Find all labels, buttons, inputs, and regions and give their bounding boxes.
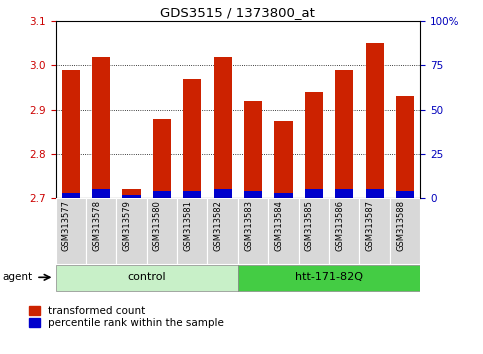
Text: GSM313582: GSM313582 [213,200,223,251]
Text: GSM313584: GSM313584 [274,200,284,251]
Bar [208,198,238,264]
Bar [86,198,116,264]
Bar [56,265,238,291]
Bar [213,57,232,189]
Text: GSM313585: GSM313585 [305,200,314,251]
Text: GSM313581: GSM313581 [183,200,192,251]
Bar [396,97,414,191]
Bar [183,191,201,198]
Text: agent: agent [3,272,33,282]
Bar [244,101,262,191]
Text: control: control [128,272,166,282]
Text: GSM313588: GSM313588 [396,200,405,251]
Text: htt-171-82Q: htt-171-82Q [295,272,363,282]
Bar [366,44,384,189]
Bar [244,191,262,198]
Bar [177,198,208,264]
Text: GSM313586: GSM313586 [335,200,344,251]
Text: GSM313583: GSM313583 [244,200,253,251]
Text: GSM313577: GSM313577 [62,200,71,251]
Bar [122,189,141,195]
Bar [298,198,329,264]
Title: GDS3515 / 1373800_at: GDS3515 / 1373800_at [160,6,315,19]
Text: GSM313578: GSM313578 [92,200,101,251]
Text: GSM313580: GSM313580 [153,200,162,251]
Bar [396,191,414,198]
Bar [92,189,110,198]
Bar [329,198,359,264]
Bar [268,198,298,264]
Legend: transformed count, percentile rank within the sample: transformed count, percentile rank withi… [29,306,224,328]
Text: GSM313587: GSM313587 [366,200,375,251]
Bar [213,189,232,198]
Bar [238,265,420,291]
Bar [390,198,420,264]
Text: GSM313579: GSM313579 [123,200,131,251]
Bar [92,57,110,189]
Bar [238,198,268,264]
Bar [62,193,80,198]
Bar [183,79,201,191]
Bar [122,195,141,198]
Bar [153,191,171,198]
Bar [359,198,390,264]
Bar [62,70,80,193]
Bar [305,189,323,198]
Bar [147,198,177,264]
Bar [56,198,86,264]
Bar [116,198,147,264]
Bar [274,193,293,198]
Bar [274,121,293,193]
Bar [366,189,384,198]
Bar [305,92,323,189]
Bar [153,119,171,191]
Bar [335,70,354,189]
Bar [335,189,354,198]
